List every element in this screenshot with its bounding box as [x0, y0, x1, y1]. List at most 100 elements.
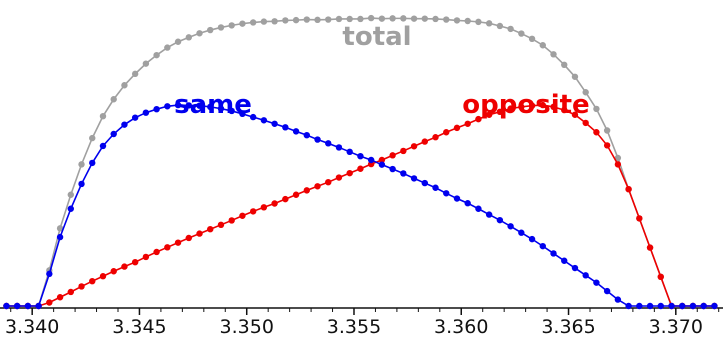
data-point-opposite: [464, 120, 471, 127]
data-point-same: [400, 170, 407, 177]
data-point-opposite: [99, 273, 107, 280]
data-point-same: [121, 121, 128, 128]
x-tick-label: 3.370: [649, 316, 703, 338]
data-point-same: [46, 270, 53, 278]
data-point-same: [78, 180, 85, 188]
data-point-opposite: [153, 248, 160, 256]
data-point-same: [292, 128, 300, 135]
data-point-opposite: [421, 138, 428, 145]
data-point-total: [603, 127, 611, 134]
data-point-opposite: [571, 111, 579, 118]
data-point-opposite: [636, 215, 643, 222]
data-point-same: [571, 264, 579, 272]
series-labels: total same opposite: [174, 22, 590, 120]
data-point-same: [207, 103, 214, 111]
data-point-total: [89, 134, 96, 142]
data-point-same: [99, 142, 107, 150]
data-point-opposite: [485, 111, 493, 118]
data-point-same: [625, 302, 632, 310]
data-point-same: [603, 287, 611, 295]
data-point-total: [249, 19, 257, 26]
data-point-opposite: [142, 253, 150, 261]
data-point-same: [271, 120, 278, 127]
data-point-same: [475, 205, 482, 212]
data-point-same: [153, 105, 160, 113]
data-point-same: [249, 113, 257, 121]
data-point-same: [464, 200, 471, 207]
data-point-total: [453, 17, 461, 24]
data-point-opposite: [389, 152, 396, 159]
data-point-same: [367, 156, 375, 164]
data-point-total: [335, 15, 343, 23]
data-point-same: [700, 302, 707, 310]
data-point-total: [561, 61, 568, 69]
data-point-same: [636, 302, 643, 310]
data-point-opposite: [453, 124, 461, 132]
data-point-opposite: [378, 156, 386, 164]
data-point-same: [35, 302, 42, 310]
data-point-same: [164, 103, 171, 110]
data-point-same: [668, 302, 675, 310]
data-point-opposite: [174, 239, 182, 246]
x-axis: 3.340 3.345 3.350 3.355 3.360 3.365 3.370: [0, 307, 723, 338]
data-point-opposite: [303, 187, 310, 194]
series-label-total: total: [342, 22, 411, 52]
data-point-same: [614, 296, 622, 303]
series-label-opposite: opposite: [462, 90, 589, 120]
data-point-opposite: [78, 283, 85, 290]
data-point-same: [239, 110, 246, 118]
data-point-total: [282, 17, 289, 24]
data-point-total: [475, 18, 482, 26]
data-point-total: [614, 154, 622, 162]
data-point-same: [432, 184, 439, 191]
data-point-same: [217, 105, 225, 112]
data-point-total: [292, 16, 300, 24]
data-point-opposite: [110, 268, 117, 275]
data-point-same: [410, 175, 418, 182]
data-point-total: [153, 51, 160, 59]
data-point-total: [99, 113, 107, 120]
data-point-total: [121, 82, 128, 89]
series-total: [3, 14, 718, 310]
data-point-same: [389, 165, 396, 173]
data-point-opposite: [410, 143, 418, 150]
data-point-same: [185, 102, 192, 109]
data-point-opposite: [346, 169, 353, 177]
data-point-opposite: [185, 234, 192, 242]
data-point-total: [67, 191, 75, 198]
data-point-total: [443, 16, 450, 23]
series-label-same: same: [174, 90, 252, 120]
data-point-same: [56, 233, 64, 241]
series-line-total: [6, 17, 715, 307]
data-point-total: [464, 17, 471, 25]
data-point-total: [518, 30, 525, 37]
data-point-opposite: [207, 226, 214, 233]
data-point-opposite: [271, 200, 278, 207]
data-point-total: [571, 73, 579, 80]
data-point-total: [357, 15, 364, 23]
data-point-total: [260, 18, 268, 25]
data-point-opposite: [325, 178, 332, 186]
data-point-total: [582, 89, 589, 96]
data-point-opposite: [432, 134, 439, 141]
x-tick-label: 3.365: [541, 316, 595, 338]
data-point-same: [689, 302, 697, 310]
x-tick-label: 3.355: [327, 316, 381, 338]
data-point-opposite: [314, 183, 321, 190]
data-point-same: [346, 148, 353, 156]
data-point-opposite: [507, 105, 514, 112]
data-point-total: [432, 15, 439, 23]
data-point-total: [207, 26, 214, 34]
x-tick-label: 3.360: [434, 316, 488, 338]
x-tick-label: 3.345: [112, 316, 166, 338]
data-point-same: [539, 242, 546, 250]
data-point-total: [185, 34, 192, 41]
data-point-same: [89, 159, 96, 167]
data-point-opposite: [561, 106, 568, 114]
data-point-total: [496, 22, 504, 30]
data-point-opposite: [228, 217, 235, 224]
data-point-total: [593, 105, 600, 113]
data-point-total: [131, 70, 139, 78]
data-point-same: [657, 302, 664, 310]
data-point-opposite: [603, 142, 611, 149]
